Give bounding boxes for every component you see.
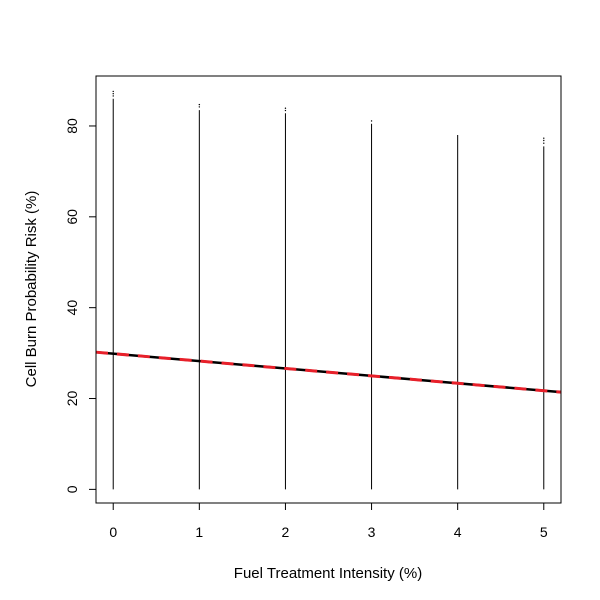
y-axis: 0 20 40 60 80 (64, 118, 96, 493)
y-tick-label-4: 80 (64, 118, 80, 134)
x-tick-label-2: 2 (282, 524, 290, 540)
y-tick-label-3: 60 (64, 209, 80, 225)
y-tick-label-0: 0 (64, 485, 80, 493)
data-point-0-0 (112, 95, 114, 97)
data-point-5-1 (543, 139, 545, 142)
data-point-3-0 (370, 120, 373, 122)
data-point-0-1 (112, 93, 114, 95)
x-axis-label: Fuel Treatment Intensity (%) (234, 565, 422, 582)
x-tick-label-4: 4 (454, 524, 462, 540)
data-point-5-2 (543, 137, 545, 139)
x-axis: 0 1 2 3 4 5 (109, 503, 548, 540)
y-tick-label-1: 20 (64, 391, 80, 407)
x-tick-label-5: 5 (540, 524, 548, 540)
x-tick-label-3: 3 (368, 524, 376, 540)
y-axis-label: Cell Burn Probability Risk (%) (23, 191, 40, 388)
plot-frame (95, 75, 562, 504)
data-point-2-1 (284, 107, 287, 109)
y-tick-label-2: 40 (64, 300, 80, 316)
data-point-1-0 (198, 106, 201, 108)
data-marks (95, 90, 562, 490)
x-tick-label-1: 1 (195, 524, 203, 540)
data-point-2-0 (284, 109, 287, 112)
data-point-0-2 (112, 90, 114, 93)
trend-line-1 (95, 350, 562, 394)
data-point-1-1 (198, 103, 201, 106)
data-point-5-0 (543, 142, 545, 144)
x-tick-label-0: 0 (109, 524, 117, 540)
